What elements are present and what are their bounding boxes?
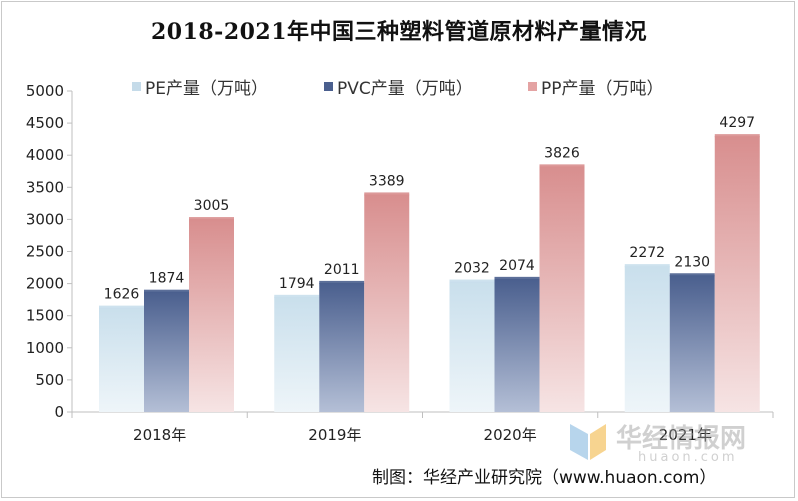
bar-top-edge bbox=[189, 217, 234, 221]
bar-top-edge bbox=[274, 294, 320, 298]
legend-swatch-pp bbox=[528, 82, 537, 91]
legend-swatch-pe bbox=[132, 82, 141, 91]
data-label: 3005 bbox=[194, 198, 230, 214]
data-label: 1794 bbox=[279, 276, 315, 292]
x-tick-label: 2018年 bbox=[133, 426, 186, 444]
bar-top-edge bbox=[539, 164, 585, 168]
bar bbox=[274, 296, 320, 412]
bar bbox=[319, 282, 365, 412]
y-tick-label: 3500 bbox=[26, 178, 64, 196]
x-tick-label: 2019年 bbox=[308, 426, 361, 444]
bar bbox=[669, 275, 715, 412]
legend-label-pvc: PVC产量（万吨） bbox=[337, 79, 473, 99]
bar-top-edge bbox=[364, 192, 410, 196]
y-tick-label: 1000 bbox=[26, 339, 64, 357]
watermark-name: 华经情报网 bbox=[616, 424, 747, 454]
data-label: 2074 bbox=[499, 258, 535, 274]
watermark-logo bbox=[570, 424, 606, 460]
bar-top-edge bbox=[624, 264, 670, 268]
chart-title: 2018-2021年中国三种塑料管道原材料产量情况 bbox=[150, 19, 648, 45]
bar bbox=[189, 219, 234, 412]
data-label: 4297 bbox=[719, 115, 755, 131]
source-note: 制图：华经产业研究院（www.huaon.com） bbox=[372, 468, 717, 488]
x-tick-label: 2020年 bbox=[484, 426, 537, 444]
bar-top-edge bbox=[494, 276, 540, 280]
bar bbox=[624, 266, 670, 412]
data-label: 2032 bbox=[454, 261, 490, 277]
bar-top-edge bbox=[449, 279, 495, 283]
bar-top-edge bbox=[319, 280, 365, 284]
y-tick-label: 5000 bbox=[26, 82, 64, 100]
y-tick-label: 3000 bbox=[26, 210, 64, 228]
legend-item-pe: PE产量（万吨） bbox=[132, 74, 268, 99]
bar bbox=[714, 136, 760, 412]
data-label: 2011 bbox=[324, 262, 360, 278]
data-label: 1626 bbox=[104, 287, 140, 303]
y-tick-label: 500 bbox=[35, 371, 64, 389]
bar bbox=[364, 194, 410, 412]
y-tick-label: 2000 bbox=[26, 275, 64, 293]
y-tick-label: 0 bbox=[54, 403, 64, 421]
data-label: 2272 bbox=[629, 245, 665, 261]
data-label: 3826 bbox=[544, 145, 580, 161]
watermark-url: huaon.com bbox=[638, 450, 738, 465]
bar-top-edge bbox=[714, 134, 760, 138]
data-label: 2130 bbox=[674, 254, 710, 270]
bar-top-edge bbox=[144, 289, 189, 293]
bar bbox=[494, 278, 540, 412]
y-tick-label: 1500 bbox=[26, 307, 64, 325]
bar bbox=[99, 307, 144, 412]
legend-label-pe: PE产量（万吨） bbox=[145, 79, 268, 99]
data-label: 3389 bbox=[369, 173, 405, 189]
bar-top-edge bbox=[669, 273, 715, 277]
y-tick-label: 4000 bbox=[26, 146, 64, 164]
bar bbox=[144, 291, 189, 412]
y-tick-label: 2500 bbox=[26, 243, 64, 261]
x-tick-label: 2021年 bbox=[659, 426, 712, 444]
legend-swatch-pvc bbox=[324, 82, 333, 91]
legend-label-pp: PP产量（万吨） bbox=[541, 79, 664, 99]
bar bbox=[449, 281, 495, 412]
data-label: 1874 bbox=[149, 271, 185, 287]
legend-item-pp: PP产量（万吨） bbox=[528, 74, 664, 99]
legend-item-pvc: PVC产量（万吨） bbox=[324, 74, 473, 99]
bar bbox=[539, 166, 585, 412]
y-tick-label: 4500 bbox=[26, 114, 64, 132]
chart-legend: PE产量（万吨） PVC产量（万吨） PP产量（万吨） bbox=[0, 74, 798, 100]
watermark: 华经情报网 huaon.com bbox=[568, 414, 768, 466]
bar-top-edge bbox=[99, 305, 144, 309]
